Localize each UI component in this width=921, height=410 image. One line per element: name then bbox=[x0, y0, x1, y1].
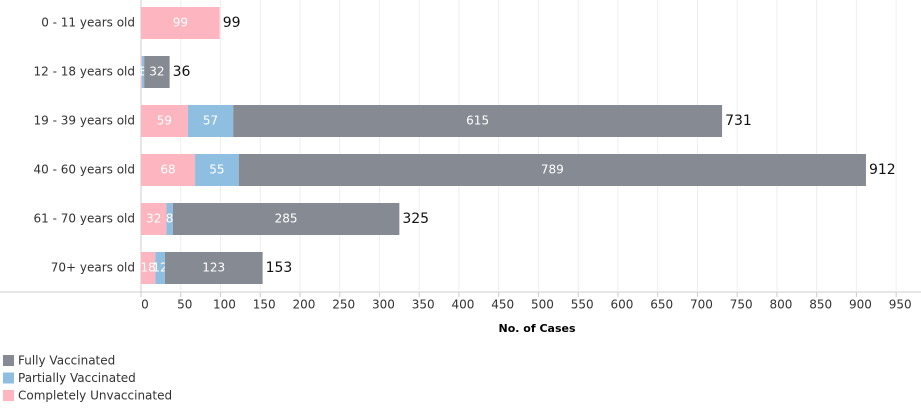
bar-segment-label: 32 bbox=[149, 65, 164, 79]
y-tick-label: 19 - 39 years old bbox=[34, 114, 135, 128]
bar-segment-label: 8 bbox=[166, 212, 174, 226]
bar-segment bbox=[238, 154, 866, 186]
bar-segment-label: 3 bbox=[139, 65, 147, 79]
x-tick-label: 800 bbox=[769, 298, 792, 312]
legend-swatch bbox=[3, 372, 14, 384]
legend-label: Partially Vaccinated bbox=[18, 371, 136, 385]
x-tick-label: 750 bbox=[730, 298, 753, 312]
x-tick-label: 400 bbox=[452, 298, 475, 312]
x-tick-label: 650 bbox=[650, 298, 673, 312]
bar-segment bbox=[187, 105, 234, 137]
y-tick-label: 70+ years old bbox=[51, 261, 135, 275]
x-tick-label: 100 bbox=[213, 298, 236, 312]
bar-segment bbox=[141, 56, 145, 88]
bar-segment-label: 68 bbox=[160, 163, 175, 177]
bar-total-label: 99 bbox=[223, 15, 241, 31]
bar-segment-label: 12 bbox=[152, 261, 167, 275]
x-tick-label: 200 bbox=[293, 298, 316, 312]
bar-total-label: 153 bbox=[266, 260, 293, 276]
x-tick-label: 150 bbox=[253, 298, 276, 312]
y-tick-label: 0 - 11 years old bbox=[41, 16, 135, 30]
y-tick-label: 61 - 70 years old bbox=[34, 212, 135, 226]
bar-segment-label: 285 bbox=[275, 212, 298, 226]
x-axis-title: No. of Cases bbox=[499, 322, 576, 335]
bar-segment bbox=[166, 203, 173, 235]
bar-segment-label: 1 bbox=[138, 65, 146, 79]
bar-segment bbox=[141, 252, 156, 284]
bar-segment-label: 57 bbox=[203, 114, 218, 128]
y-tick-label: 12 - 18 years old bbox=[34, 65, 135, 79]
bar-total-label: 36 bbox=[173, 64, 191, 80]
bar-segment bbox=[141, 7, 220, 39]
x-tick-label: 500 bbox=[531, 298, 554, 312]
x-tick-label: 50 bbox=[177, 298, 192, 312]
bar-total-label: 325 bbox=[402, 211, 429, 227]
bar-segment-label: 123 bbox=[202, 261, 225, 275]
legend-swatch bbox=[3, 390, 14, 401]
bar-segment-label: 32 bbox=[146, 212, 161, 226]
x-tick-label: 850 bbox=[809, 298, 832, 312]
bar-segment bbox=[195, 154, 239, 186]
bar-segment bbox=[141, 203, 167, 235]
bar-segment-label: 789 bbox=[541, 163, 564, 177]
bar-total-label: 731 bbox=[725, 113, 752, 129]
x-tick-label: 600 bbox=[610, 298, 633, 312]
x-tick-label: 300 bbox=[372, 298, 395, 312]
x-tick-label: 250 bbox=[332, 298, 355, 312]
legend-swatch bbox=[3, 355, 14, 366]
x-tick-label: 550 bbox=[571, 298, 594, 312]
bar-segment-label: 99 bbox=[173, 16, 188, 30]
bar-segment-label: 18 bbox=[141, 261, 156, 275]
bar-segment bbox=[141, 105, 188, 137]
bar-segment-label: 615 bbox=[466, 114, 489, 128]
bar-segment bbox=[144, 56, 170, 88]
bar-segment bbox=[172, 203, 400, 235]
legend-label: Fully Vaccinated bbox=[18, 354, 115, 368]
bar-segment-label: 55 bbox=[209, 163, 224, 177]
bar-segment-label: 59 bbox=[157, 114, 172, 128]
bar-segment bbox=[141, 154, 196, 186]
bar-segment bbox=[164, 252, 263, 284]
x-tick-label: 950 bbox=[889, 298, 912, 312]
x-tick-label: 900 bbox=[849, 298, 872, 312]
bar-segment bbox=[155, 252, 165, 284]
x-tick-label: 0 bbox=[141, 298, 149, 312]
x-tick-label: 350 bbox=[412, 298, 435, 312]
x-tick-label: 450 bbox=[491, 298, 514, 312]
bar-segment bbox=[233, 105, 723, 137]
y-tick-label: 40 - 60 years old bbox=[34, 163, 135, 177]
x-tick-label: 700 bbox=[690, 298, 713, 312]
bar-segment bbox=[141, 56, 142, 88]
bar-total-label: 912 bbox=[869, 162, 896, 178]
legend-label: Completely Unvaccinated bbox=[18, 389, 172, 403]
